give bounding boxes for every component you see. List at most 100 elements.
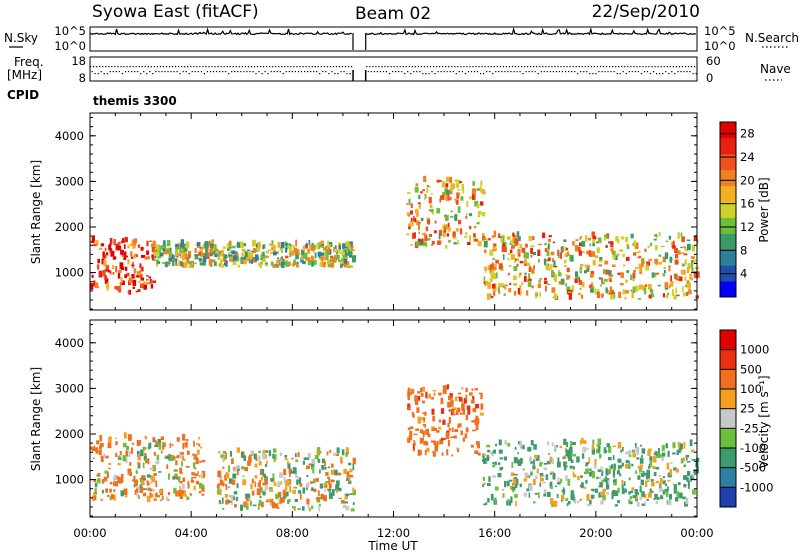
heatmap-cell — [275, 493, 279, 500]
heatmap-cell — [166, 464, 169, 469]
heatmap-cell — [549, 497, 554, 505]
heatmap-cell — [274, 252, 279, 254]
heatmap-cell — [192, 476, 197, 479]
heatmap-cell — [201, 487, 205, 492]
heatmap-cell — [577, 278, 579, 283]
heatmap-cell — [454, 396, 458, 402]
heatmap-cell — [504, 284, 508, 287]
heatmap-cell — [312, 469, 315, 474]
heatmap-cell — [591, 251, 595, 257]
heatmap-cell — [107, 270, 111, 273]
heatmap-cell — [319, 483, 324, 488]
heatmap-cell — [278, 264, 280, 267]
heatmap-cell — [497, 287, 500, 293]
heatmap-cell — [677, 250, 681, 255]
heatmap-cell — [132, 239, 137, 246]
heatmap-cell — [592, 239, 596, 244]
heatmap-cell — [600, 499, 604, 505]
heatmap-cell — [674, 247, 678, 253]
heatmap-cell — [220, 454, 224, 459]
heatmap-cell — [476, 204, 480, 209]
heatmap-cell — [658, 475, 662, 477]
heatmap-cell — [554, 445, 557, 450]
heatmap-cell — [456, 447, 459, 450]
heatmap-cell — [191, 477, 193, 482]
heatmap-cell — [477, 240, 482, 247]
heatmap-cell — [494, 461, 497, 466]
heatmap-cell — [431, 440, 435, 443]
heatmap-cell — [147, 487, 151, 491]
heatmap-cell — [547, 265, 551, 271]
heatmap-cell — [149, 488, 153, 492]
heatmap-cell — [551, 287, 556, 293]
heatmap-cell — [565, 274, 568, 276]
heatmap-cell — [308, 240, 311, 246]
heatmap-cell — [661, 452, 666, 457]
heatmap-cell — [120, 249, 124, 255]
heatmap-cell — [139, 439, 142, 445]
heatmap-cell — [171, 444, 174, 446]
heatmap-cell — [241, 466, 245, 470]
heatmap-cell — [498, 282, 500, 289]
heatmap-cell — [684, 248, 689, 252]
heatmap-cell — [576, 456, 580, 463]
heatmap-cell — [91, 237, 95, 243]
heatmap-cell — [651, 272, 655, 278]
heatmap-cell — [97, 258, 100, 264]
heatmap-cell — [552, 241, 555, 244]
heatmap-cell — [465, 232, 468, 235]
heatmap-cell — [474, 188, 477, 192]
heatmap-cell — [175, 460, 178, 466]
heatmap-cell — [564, 465, 567, 471]
heatmap-cell — [327, 247, 330, 253]
heatmap-cell — [175, 263, 178, 266]
heatmap-cell — [154, 247, 157, 251]
heatmap-cell — [154, 440, 157, 442]
heatmap-cell — [621, 480, 624, 486]
heatmap-cell — [346, 471, 350, 478]
heatmap-cell — [264, 464, 268, 467]
heatmap-cell — [547, 283, 551, 286]
heatmap-cell — [298, 490, 302, 494]
heatmap-cell — [152, 280, 157, 284]
heatmap-cell — [672, 245, 676, 249]
heatmap-cell — [640, 444, 642, 447]
heatmap-cell — [294, 498, 298, 502]
heatmap-cell — [258, 499, 262, 506]
heatmap-cell — [538, 279, 541, 283]
heatmap-cell — [240, 504, 243, 511]
heatmap-cell — [484, 249, 487, 254]
heatmap-cell — [106, 471, 109, 478]
heatmap-cell — [421, 437, 424, 441]
heatmap-cell — [265, 262, 268, 267]
heatmap-cell — [337, 254, 340, 260]
heatmap-cell — [658, 261, 662, 265]
heatmap-cell — [159, 252, 164, 257]
heatmap-cell — [352, 457, 356, 465]
heatmap-cell — [311, 261, 315, 267]
heatmap-cell — [532, 251, 536, 256]
heatmap-cell — [530, 470, 534, 474]
heatmap-cell — [551, 502, 555, 507]
heatmap-cell — [647, 480, 650, 482]
heatmap-cell — [219, 479, 224, 486]
heatmap-cell — [596, 241, 599, 244]
heatmap-cell — [519, 272, 522, 276]
heatmap-cell — [578, 280, 582, 285]
heatmap-cell — [659, 483, 662, 489]
heatmap-cell — [433, 230, 437, 234]
heatmap-cell — [490, 493, 494, 501]
heatmap-cell — [291, 457, 294, 460]
heatmap-cell — [135, 290, 139, 293]
heatmap-cell — [251, 478, 254, 484]
heatmap-cell — [272, 244, 276, 252]
heatmap-cell — [325, 257, 328, 261]
heatmap-cell — [632, 453, 637, 458]
time-axis-title: Time UT — [367, 539, 418, 553]
heatmap-cell — [407, 213, 410, 217]
heatmap-cell — [655, 466, 660, 470]
heatmap-cell — [410, 217, 413, 222]
heatmap-cell — [669, 493, 673, 500]
heatmap-cell — [558, 272, 562, 277]
